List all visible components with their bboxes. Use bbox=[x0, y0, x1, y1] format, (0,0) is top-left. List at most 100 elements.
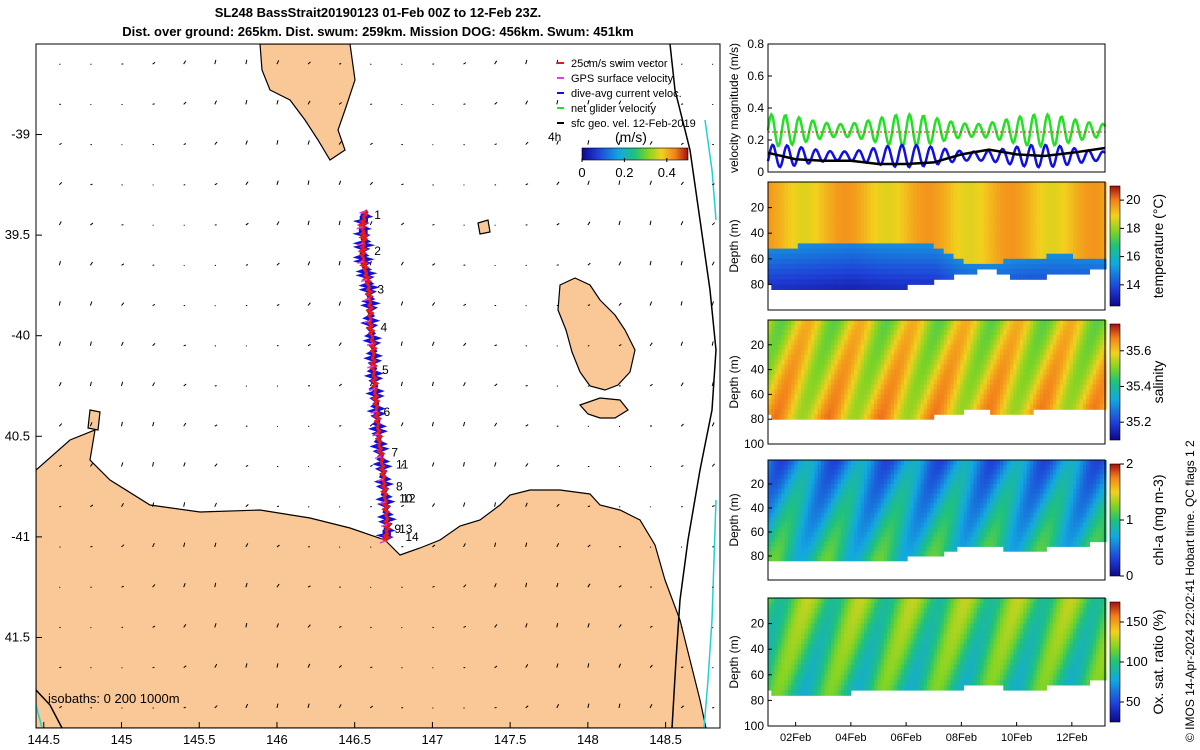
heatmap-cell bbox=[923, 182, 928, 188]
heatmap-cell bbox=[827, 217, 832, 224]
heatmap-cell bbox=[784, 243, 789, 249]
heatmap-cell bbox=[794, 279, 799, 285]
heatmap-cell bbox=[1053, 329, 1057, 336]
heatmap-cell bbox=[877, 238, 882, 244]
heatmap-cell bbox=[1043, 404, 1047, 410]
heatmap-cell bbox=[827, 493, 832, 499]
heatmap-cell bbox=[1029, 187, 1034, 193]
heatmap-cell bbox=[1023, 394, 1027, 400]
heatmap-cell bbox=[781, 479, 786, 485]
heatmap-cell bbox=[920, 379, 925, 385]
heatmap-cell bbox=[1023, 253, 1027, 260]
heatmap-cell bbox=[864, 409, 868, 415]
heatmap-cell bbox=[870, 212, 875, 219]
geo-vel-arrow bbox=[276, 304, 280, 306]
heatmap-cell bbox=[1063, 212, 1067, 219]
heatmap-cell bbox=[1016, 364, 1021, 371]
heatmap-cell bbox=[917, 223, 921, 229]
heatmap-cell bbox=[794, 404, 799, 410]
heatmap-cell bbox=[953, 394, 958, 400]
heatmap-cell bbox=[1029, 329, 1034, 336]
heatmap-cell bbox=[860, 399, 865, 405]
heatmap-cell bbox=[794, 536, 799, 543]
heatmap-cell bbox=[837, 344, 842, 351]
heatmap-cell bbox=[990, 187, 994, 193]
heatmap-cell bbox=[933, 192, 938, 198]
heatmap-cell bbox=[771, 541, 776, 547]
heatmap-cell bbox=[897, 258, 902, 265]
heatmap-cell bbox=[874, 207, 878, 214]
heatmap-cell bbox=[834, 512, 839, 519]
heatmap-cell bbox=[890, 374, 895, 381]
heatmap-cell bbox=[917, 228, 921, 234]
heatmap-cell bbox=[973, 404, 978, 410]
heatmap-cell bbox=[1039, 394, 1044, 400]
heatmap-cell bbox=[784, 532, 789, 538]
heatmap-cell bbox=[923, 207, 928, 214]
isobath-200m bbox=[669, 44, 717, 728]
heatmap-cell bbox=[1082, 243, 1087, 249]
heatmap-cell bbox=[1079, 339, 1084, 346]
heatmap-cell bbox=[777, 223, 782, 229]
heatmap-cell bbox=[844, 238, 848, 244]
heatmap-cell bbox=[1033, 248, 1037, 255]
heatmap-cell bbox=[1066, 354, 1071, 361]
heatmap-cell bbox=[781, 354, 786, 361]
heatmap-cell bbox=[1073, 404, 1077, 410]
heatmap-cell bbox=[877, 187, 882, 193]
heatmap-cell bbox=[956, 409, 961, 415]
gps-surface-velocity bbox=[359, 210, 366, 214]
heatmap-cell bbox=[1073, 233, 1077, 239]
heatmap-cell bbox=[1066, 243, 1071, 249]
heatmap-cell bbox=[917, 263, 921, 270]
heatmap-cell bbox=[937, 223, 941, 229]
heatmap-cell bbox=[850, 404, 855, 410]
heatmap-cell bbox=[774, 512, 779, 519]
geo-vel-arrow bbox=[245, 181, 249, 186]
heatmap-cell bbox=[867, 243, 872, 249]
heatmap-cell bbox=[781, 551, 786, 557]
heatmap-cell bbox=[1079, 212, 1084, 219]
heatmap-cell bbox=[937, 339, 941, 346]
heatmap-cell bbox=[834, 274, 839, 280]
heatmap-cell bbox=[930, 279, 935, 285]
heatmap-cell bbox=[1069, 263, 1074, 270]
heatmap-cell bbox=[1019, 223, 1024, 229]
geo-vel-arrow bbox=[432, 544, 436, 548]
heatmap-cell bbox=[824, 512, 829, 519]
heatmap-cell bbox=[811, 223, 815, 229]
heatmap-cell bbox=[834, 253, 839, 260]
heatmap-cell bbox=[986, 369, 991, 376]
heatmap-cell bbox=[831, 508, 835, 514]
heatmap-cell bbox=[768, 223, 772, 229]
heatmap-cell bbox=[781, 522, 786, 528]
heatmap-cell bbox=[1003, 223, 1008, 229]
heatmap-cell bbox=[966, 248, 971, 255]
heatmap-cell bbox=[970, 339, 974, 346]
heatmap-cell bbox=[947, 399, 951, 405]
heatmap-cell bbox=[910, 187, 915, 193]
heatmap-cell bbox=[917, 202, 921, 209]
heatmap-cell bbox=[897, 369, 902, 376]
heatmap-cell bbox=[844, 464, 848, 471]
heatmap-cell bbox=[1013, 253, 1018, 260]
heatmap-cell bbox=[1076, 217, 1081, 224]
heatmap-cell bbox=[1069, 399, 1074, 405]
heatmap-cell bbox=[970, 344, 974, 351]
heatmap-cell bbox=[917, 269, 921, 275]
heatmap-cell bbox=[794, 517, 799, 523]
heatmap-cell bbox=[970, 263, 974, 270]
heatmap-cell bbox=[814, 354, 819, 361]
heatmap-cell bbox=[1073, 374, 1077, 381]
heatmap-cell bbox=[850, 192, 855, 198]
heatmap-cell bbox=[937, 243, 941, 249]
heatmap-cell bbox=[933, 274, 938, 280]
heatmap-cell bbox=[1033, 258, 1037, 265]
heatmap-cell bbox=[1063, 207, 1067, 214]
heatmap-cell bbox=[930, 197, 935, 203]
heatmap-cell bbox=[1043, 349, 1047, 356]
geo-vel-arrow bbox=[183, 583, 186, 588]
heatmap-cell bbox=[973, 339, 978, 346]
heatmap-cell bbox=[1043, 399, 1047, 405]
